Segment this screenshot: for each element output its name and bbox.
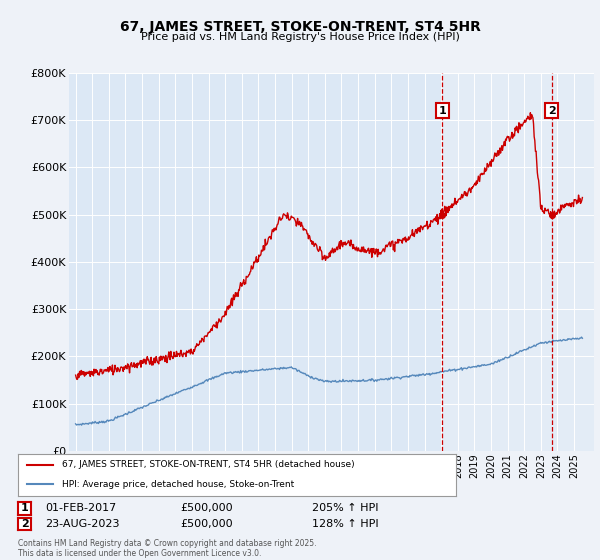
Text: 1: 1 [439, 106, 446, 115]
Text: 23-AUG-2023: 23-AUG-2023 [45, 519, 119, 529]
Text: 128% ↑ HPI: 128% ↑ HPI [312, 519, 379, 529]
Text: Price paid vs. HM Land Registry's House Price Index (HPI): Price paid vs. HM Land Registry's House … [140, 32, 460, 43]
Text: 2: 2 [21, 519, 28, 529]
Text: 01-FEB-2017: 01-FEB-2017 [45, 503, 116, 513]
Text: £500,000: £500,000 [180, 503, 233, 513]
Text: HPI: Average price, detached house, Stoke-on-Trent: HPI: Average price, detached house, Stok… [62, 480, 294, 489]
Text: 67, JAMES STREET, STOKE-ON-TRENT, ST4 5HR: 67, JAMES STREET, STOKE-ON-TRENT, ST4 5H… [119, 20, 481, 34]
Text: 1: 1 [21, 503, 28, 514]
Text: 205% ↑ HPI: 205% ↑ HPI [312, 503, 379, 513]
Text: £500,000: £500,000 [180, 519, 233, 529]
Text: 2: 2 [548, 106, 556, 115]
Text: 67, JAMES STREET, STOKE-ON-TRENT, ST4 5HR (detached house): 67, JAMES STREET, STOKE-ON-TRENT, ST4 5H… [62, 460, 355, 469]
Bar [442, 73, 594, 451]
Text: Contains HM Land Registry data © Crown copyright and database right 2025.
This d: Contains HM Land Registry data © Crown c… [18, 539, 317, 558]
